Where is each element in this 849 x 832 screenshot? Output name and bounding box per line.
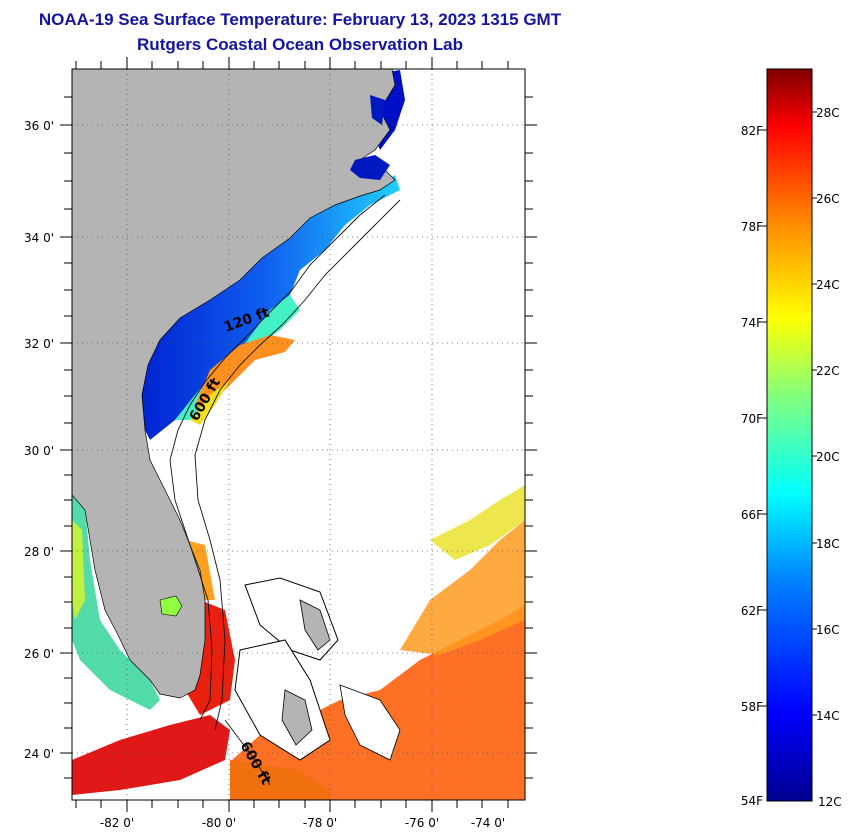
sst-gulf-coast [72, 490, 160, 710]
sst-straits [72, 715, 230, 795]
chesapeake-inlet [370, 95, 385, 125]
bahamas-island [299, 599, 331, 651]
lon-label: -80 0' [202, 816, 236, 830]
lat-label: 30 0' [24, 444, 54, 458]
sst-gulf-coast-yellow [72, 520, 85, 620]
lon-label: -82 0' [100, 816, 134, 830]
lon-label: -78 0' [303, 816, 337, 830]
lon-label: -76 0' [405, 816, 439, 830]
lat-label: 32 0' [24, 337, 54, 351]
lat-label: 36 0' [24, 119, 54, 133]
map-area [72, 69, 525, 800]
graticule [72, 69, 525, 800]
bahamas-east-bank [339, 684, 401, 761]
colorbar-f-label: 58F [741, 700, 763, 714]
lat-label: 24 0' [24, 747, 54, 761]
lat-label: 26 0' [24, 647, 54, 661]
colorbar-c-label: 12C [818, 795, 842, 809]
colorbar-f-label: 82F [741, 124, 763, 138]
colorbar-c-labels: 28C 26C 24C 22C 20C 18C 16C 14C 12C [816, 106, 842, 809]
page-subtitle: Rutgers Coastal Ocean Observation Lab [137, 35, 463, 54]
colorbar-f-label: 70F [741, 412, 763, 426]
colorbar-c-label: 18C [816, 537, 840, 551]
colorbar-c-label: 16C [816, 623, 840, 637]
colorbar-f-label: 74F [741, 316, 763, 330]
colorbar-f-label: 78F [741, 220, 763, 234]
lat-labels: 36 0' 34 0' 32 0' 30 0' 28 0' 26 0' 24 0… [24, 119, 54, 761]
page-title: NOAA-19 Sea Surface Temperature: Februar… [38, 10, 562, 29]
colorbar-f-label: 54F [741, 794, 763, 808]
colorbar-c-label: 24C [816, 278, 840, 292]
sst-warm-region-east [400, 520, 525, 655]
contour-600ft [194, 199, 401, 731]
colorbar-c-label: 20C [816, 450, 840, 464]
colorbar-f-labels: 82F 78F 74F 70F 66F 62F 58F 54F [741, 124, 763, 808]
sst-patchy-yellow [430, 485, 525, 560]
lake-okeechobee [159, 595, 183, 617]
colorbar-scale [766, 68, 813, 802]
lon-labels: -82 0' -80 0' -78 0' -76 0' -74 0' [100, 816, 505, 830]
lon-label: -74 0' [471, 816, 505, 830]
colorbar-c-label: 22C [816, 364, 840, 378]
andros-island [281, 689, 313, 746]
map-frame [71, 68, 526, 801]
colorbar-ticks [762, 111, 817, 716]
pamlico-sound [350, 155, 390, 180]
lat-label: 28 0' [24, 545, 54, 559]
colorbar-c-label: 26C [816, 192, 840, 206]
sst-shelf-yellow [190, 380, 230, 425]
map-ticks [60, 57, 537, 812]
lat-label: 34 0' [24, 231, 54, 245]
contour-600ft-south [224, 719, 271, 786]
colorbar-c-label: 14C [816, 709, 840, 723]
colorbar-f-label: 62F [741, 604, 763, 618]
colorbar-f-label: 66F [741, 508, 763, 522]
contour-120ft [169, 194, 386, 721]
colorbar-c-label: 28C [816, 106, 840, 120]
sst-straits-orange [230, 760, 330, 800]
sst-coastal-cold-band [135, 175, 400, 440]
